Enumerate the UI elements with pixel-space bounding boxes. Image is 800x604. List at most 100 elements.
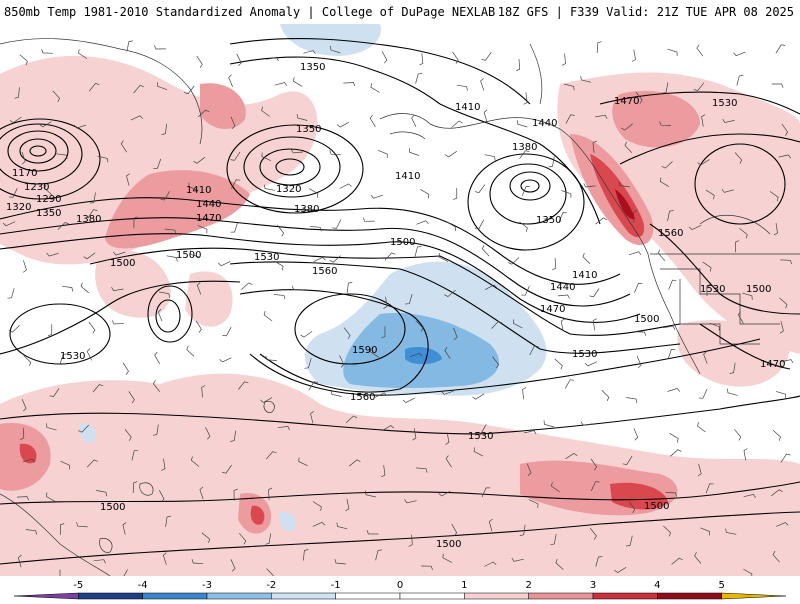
legend-swatch (78, 592, 143, 600)
wind-barb (671, 557, 683, 565)
wind-barb (667, 210, 674, 222)
height-contours (0, 38, 800, 565)
contour-line (0, 233, 641, 323)
wind-barb (80, 282, 89, 294)
wind-barb (781, 123, 789, 136)
wind-barb (515, 59, 521, 72)
wind-barb (420, 188, 430, 199)
legend-tick-label: 2 (525, 580, 531, 591)
wind-barb (268, 487, 273, 500)
wind-barb (329, 150, 342, 156)
wind-barb (304, 358, 312, 369)
wind-barb (56, 153, 68, 160)
wind-barb (548, 156, 555, 168)
wind-barb (697, 159, 710, 166)
wind-barb (589, 527, 597, 540)
wind-barb (584, 361, 598, 367)
wind-barb (9, 116, 22, 124)
wind-barb (46, 252, 59, 257)
contour-label: 1500 (100, 502, 125, 513)
weather-map: 1350 1350 1320 1410 1410 1440 1380 1470 … (0, 24, 800, 576)
wind-barb (190, 456, 200, 467)
legend-swatch (13, 592, 79, 600)
contour-line (89, 247, 681, 336)
contour-label: 1380 (512, 142, 537, 153)
color-legend: -5 -4 -3 -2 -1 0 1 2 3 4 5 (0, 576, 800, 600)
wind-barb (382, 425, 395, 432)
legend-tick-label: -1 (331, 580, 341, 591)
wind-barb (402, 397, 415, 404)
wind-barb (293, 77, 303, 87)
contour-line (520, 179, 540, 193)
warm-anomaly-region (105, 170, 250, 249)
wind-barb (565, 114, 575, 124)
wind-barb (221, 464, 232, 474)
wind-barb (196, 55, 203, 68)
wind-barb (59, 569, 61, 576)
wind-barb (130, 115, 144, 121)
wind-barb (266, 57, 279, 61)
wind-barb (46, 492, 56, 502)
legend-swatch (399, 592, 465, 600)
wind-barb (551, 482, 560, 493)
wind-barb (345, 415, 358, 423)
wind-barb (778, 154, 791, 159)
coastline (0, 38, 203, 145)
contour-label: 1560 (658, 228, 683, 239)
wind-barb (59, 523, 65, 535)
wind-barb (161, 458, 166, 471)
wind-barb (302, 549, 309, 561)
wind-barb (484, 561, 497, 567)
wind-barb (700, 527, 710, 536)
wind-barb (239, 533, 247, 545)
wind-barb (241, 282, 253, 290)
wind-barb (277, 224, 285, 237)
island-coastline (99, 538, 113, 553)
header-bar: 850mb Temp 1981-2010 Standardized Anomal… (0, 0, 800, 24)
wind-barb (336, 121, 350, 128)
wind-barb (97, 155, 109, 163)
contour-line (155, 299, 181, 333)
wind-barb (157, 309, 163, 322)
contour-line (0, 118, 101, 200)
wind-barb (445, 455, 452, 468)
wind-barb (370, 83, 380, 93)
wind-barb (697, 422, 706, 433)
wind-barb (405, 294, 413, 305)
wind-barb (291, 285, 304, 291)
wind-barb (776, 522, 789, 527)
contour-line (7, 130, 69, 172)
wind-barb (451, 523, 458, 537)
wind-barb (310, 411, 315, 424)
wind-barb (303, 50, 316, 55)
wind-barb (739, 228, 748, 239)
wind-barb (416, 220, 429, 225)
wind-barb (330, 45, 341, 54)
contour-labels: 1350 1350 1320 1410 1410 1440 1380 1470 … (6, 62, 785, 513)
wind-barb (277, 426, 291, 431)
legend-swatch (464, 592, 529, 600)
wind-barb (336, 522, 348, 530)
wind-barb (771, 489, 783, 497)
wind-barb (83, 252, 96, 260)
wind-barb (195, 320, 202, 333)
wind-barb (300, 331, 313, 338)
wind-barb (693, 82, 705, 92)
contour-label: 1470 (760, 359, 785, 370)
contour-label: 1560 (350, 392, 375, 403)
wind-barb (20, 427, 25, 440)
wind-barb (93, 559, 106, 564)
wind-barb (92, 384, 104, 393)
wind-barb (111, 320, 125, 325)
contour-label: 1440 (550, 282, 575, 293)
warm-anomaly-region (615, 189, 635, 220)
wind-barb (47, 324, 53, 337)
contour-line (259, 148, 321, 186)
wind-barb (133, 84, 144, 94)
wind-barb (438, 253, 449, 262)
wind-barb (772, 430, 781, 441)
warm-anomaly-region (200, 83, 246, 130)
wind-barb (592, 140, 597, 153)
wind-barb (667, 348, 676, 360)
wind-barb (442, 553, 452, 563)
